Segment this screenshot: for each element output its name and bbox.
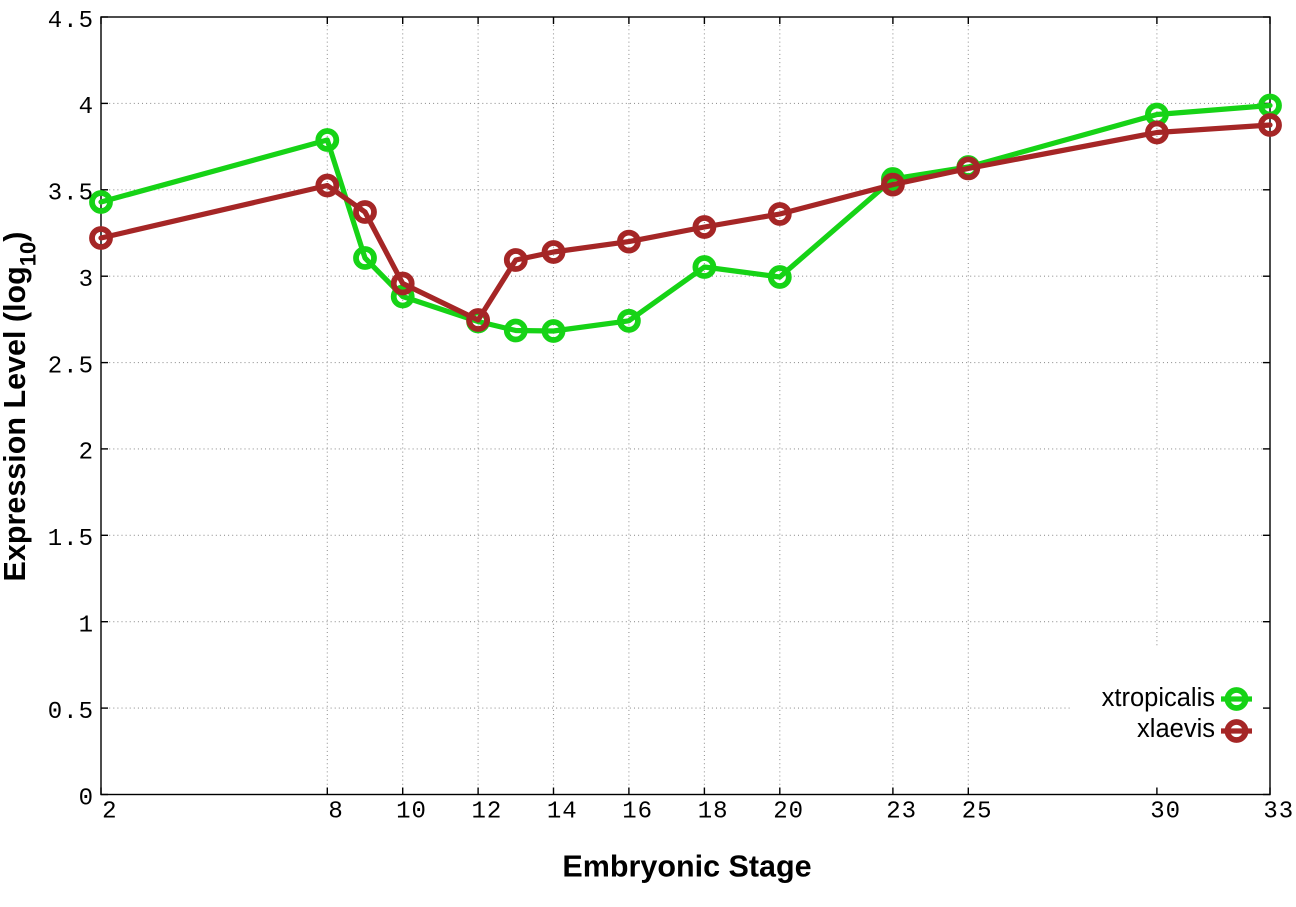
svg-text:3.5: 3.5 — [48, 181, 94, 208]
svg-text:Embryonic Stage: Embryonic Stage — [562, 850, 811, 884]
svg-text:2: 2 — [102, 799, 117, 826]
svg-text:1: 1 — [79, 613, 94, 640]
svg-text:20: 20 — [773, 799, 804, 826]
svg-text:0: 0 — [79, 785, 94, 812]
svg-text:xlaevis: xlaevis — [1137, 715, 1215, 743]
svg-text:18: 18 — [698, 799, 729, 826]
svg-text:14: 14 — [547, 799, 578, 826]
svg-text:16: 16 — [622, 799, 653, 826]
svg-text:2.5: 2.5 — [48, 353, 94, 380]
svg-text:30: 30 — [1150, 799, 1181, 826]
svg-text:xtropicalis: xtropicalis — [1102, 684, 1215, 712]
svg-text:33: 33 — [1263, 799, 1294, 826]
svg-text:12: 12 — [471, 799, 502, 826]
svg-text:4: 4 — [79, 94, 94, 121]
svg-text:10: 10 — [396, 799, 427, 826]
svg-text:1.5: 1.5 — [48, 526, 94, 553]
svg-text:23: 23 — [886, 799, 917, 826]
svg-text:25: 25 — [962, 799, 993, 826]
svg-text:2: 2 — [79, 440, 94, 467]
svg-text:4.5: 4.5 — [48, 8, 94, 35]
svg-text:0.5: 0.5 — [48, 699, 94, 726]
svg-text:3: 3 — [79, 267, 94, 294]
svg-text:8: 8 — [328, 799, 343, 826]
